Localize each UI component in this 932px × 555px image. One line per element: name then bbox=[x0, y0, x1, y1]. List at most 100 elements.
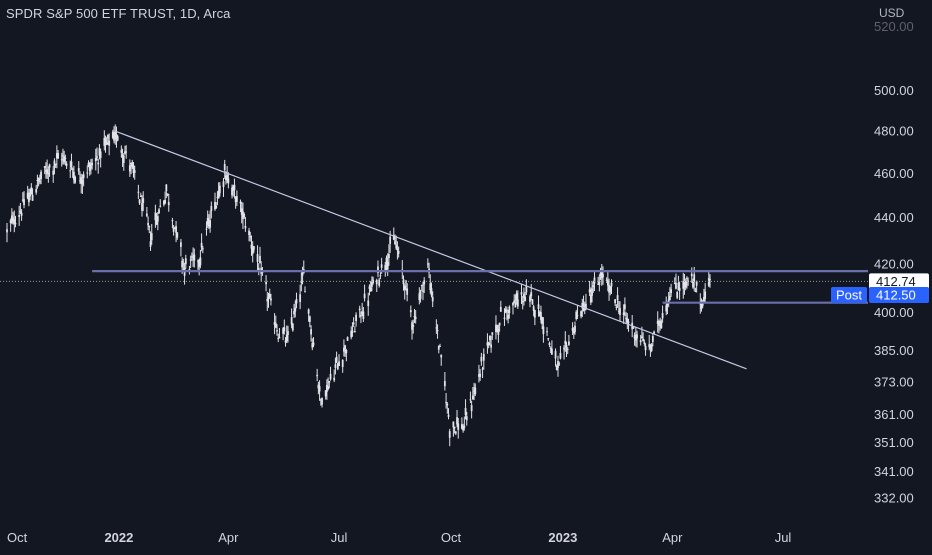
price-bar-body bbox=[602, 274, 604, 278]
price-bar-body bbox=[265, 282, 267, 285]
price-bar-body bbox=[370, 282, 373, 287]
price-bar-body bbox=[367, 300, 370, 307]
price-bar-body bbox=[610, 282, 613, 287]
price-bar-body bbox=[375, 279, 378, 285]
price-bar-body bbox=[358, 308, 361, 311]
price-bar-body bbox=[138, 199, 141, 204]
price-bar-body bbox=[457, 423, 460, 431]
price-bar-body bbox=[210, 206, 213, 212]
y-tick-label: 420.00 bbox=[874, 257, 914, 272]
y-tick-label: 385.00 bbox=[874, 343, 914, 358]
price-bar-body bbox=[495, 324, 497, 332]
x-tick-label: Jul bbox=[775, 530, 792, 545]
price-bar-body bbox=[617, 310, 620, 312]
price-bar-body bbox=[14, 223, 17, 225]
price-bar-body bbox=[440, 354, 443, 358]
price-bar-body bbox=[166, 193, 169, 195]
price-bar-body bbox=[199, 257, 202, 266]
price-bar-body bbox=[65, 163, 68, 166]
price-bar-body bbox=[346, 337, 349, 341]
price-bar-body bbox=[653, 331, 655, 335]
trendline bbox=[115, 130, 747, 370]
price-bar-body bbox=[345, 350, 348, 354]
price-bar-body bbox=[242, 211, 244, 220]
price-bar-body bbox=[268, 293, 271, 298]
price-bar-body bbox=[46, 169, 49, 175]
price-bar-body bbox=[259, 255, 261, 264]
price-bar-body bbox=[361, 311, 364, 314]
price-bar-body bbox=[395, 244, 398, 249]
price-bar-body bbox=[10, 215, 13, 221]
price-bar-body bbox=[456, 417, 458, 425]
price-bar-body bbox=[150, 233, 153, 241]
price-bar-body bbox=[523, 293, 525, 298]
price-bar-body bbox=[412, 324, 415, 327]
price-bar-body bbox=[566, 348, 569, 350]
price-bar-body bbox=[18, 214, 21, 218]
price-bar-body bbox=[533, 310, 536, 318]
price-bar-body bbox=[531, 299, 534, 305]
price-bar-body bbox=[130, 163, 132, 165]
price-bar-body bbox=[217, 190, 220, 199]
price-bar-body bbox=[318, 386, 321, 392]
y-tick-label: 373.00 bbox=[874, 375, 914, 390]
price-bar-body bbox=[147, 222, 149, 226]
price-bar-body bbox=[692, 281, 694, 288]
currency-label[interactable]: USD bbox=[879, 6, 905, 20]
price-bar-body bbox=[108, 140, 111, 146]
price-bar-body bbox=[333, 377, 336, 381]
price-bar-body bbox=[27, 195, 30, 203]
price-bar-body bbox=[277, 338, 280, 340]
price-bar-body bbox=[651, 336, 654, 342]
price-bar-body bbox=[411, 322, 413, 330]
price-bar-body bbox=[291, 323, 294, 331]
price-bar-body bbox=[576, 315, 579, 317]
price-bar-body bbox=[81, 180, 84, 185]
price-bar-body bbox=[583, 308, 586, 311]
price-bar-body bbox=[181, 260, 184, 268]
price-bar-body bbox=[343, 347, 345, 352]
price-bar-body bbox=[600, 271, 603, 279]
price-bar-body bbox=[240, 208, 243, 215]
price-bar-body bbox=[300, 281, 303, 283]
price-bar-body bbox=[503, 317, 506, 319]
price-bar-body bbox=[643, 342, 646, 344]
price-bar-body bbox=[634, 334, 637, 341]
y-tick-label: 341.00 bbox=[874, 464, 914, 479]
price-bar-body bbox=[214, 201, 216, 210]
price-bar-body bbox=[324, 390, 327, 397]
price-bar-body bbox=[439, 346, 441, 348]
price-bar-body bbox=[321, 398, 323, 405]
price-bar-body bbox=[325, 384, 328, 392]
price-bar-body bbox=[175, 226, 177, 233]
price-bar-body bbox=[35, 189, 38, 193]
price-bar-body bbox=[623, 304, 626, 310]
price-bar-body bbox=[622, 312, 625, 315]
price-bar-body bbox=[19, 211, 22, 213]
price-bar-body bbox=[496, 325, 499, 332]
price-bar-body bbox=[227, 178, 230, 184]
price-bar-body bbox=[512, 302, 514, 306]
price-bar-body bbox=[540, 312, 542, 320]
price-bar-body bbox=[114, 132, 117, 138]
price-bar-body bbox=[591, 288, 593, 296]
price-bar-body bbox=[193, 254, 196, 261]
price-bar-body bbox=[113, 134, 115, 141]
price-bar-body bbox=[396, 248, 399, 251]
price-bar-body bbox=[572, 331, 575, 334]
price-bar-body bbox=[103, 137, 106, 146]
price-bar-body bbox=[96, 156, 98, 158]
price-bar-body bbox=[276, 330, 278, 332]
price-bar-body bbox=[360, 315, 362, 317]
price-bar-body bbox=[589, 294, 592, 303]
price-bar-body bbox=[508, 306, 511, 314]
price-bar-body bbox=[676, 292, 679, 298]
price-bar-body bbox=[99, 151, 102, 158]
price-bar-body bbox=[172, 228, 175, 232]
price-bar-body bbox=[60, 159, 63, 161]
price-bar-body bbox=[133, 170, 136, 173]
price-bar-body bbox=[293, 311, 295, 315]
price-bar-body bbox=[599, 272, 602, 276]
